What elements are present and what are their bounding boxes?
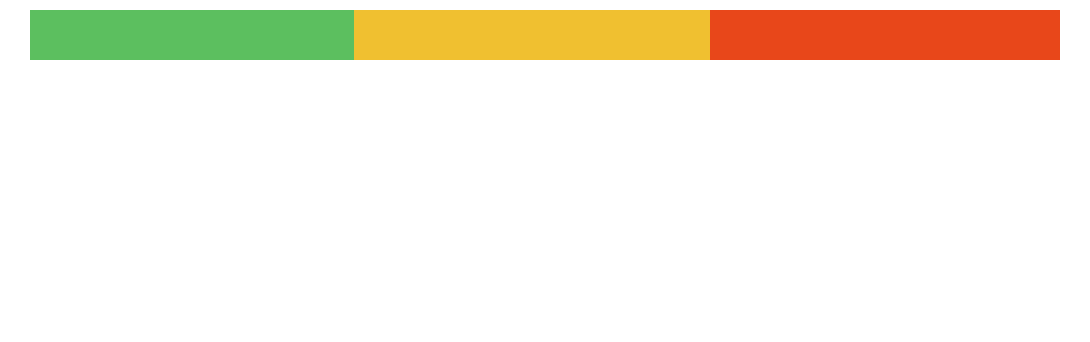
Text: Requires internal attention;
likely to trigger regulatory
scrutiny: Requires internal attention; likely to t… [710,142,967,217]
Bar [31,10,354,60]
Bar [710,10,1059,60]
Text: Over 125%: Over 125% [710,82,880,110]
Text: 110% to 125%: 110% to 125% [390,82,613,110]
Text: May require internal
attention; could trigger
regulatory scrutiny: May require internal attention; could tr… [390,142,608,217]
Circle shape [31,13,74,57]
Bar [354,10,710,60]
Bar [1059,10,1090,60]
Bar [7,60,1083,342]
Bar [0,10,31,60]
Circle shape [1016,13,1059,57]
Bar [7,0,1083,10]
Text: Unlikely to require internal
attention; generally not
a cause for regulatory
scr: Unlikely to require internal attention; … [31,142,279,245]
Text: Less than 110%: Less than 110% [31,82,276,110]
